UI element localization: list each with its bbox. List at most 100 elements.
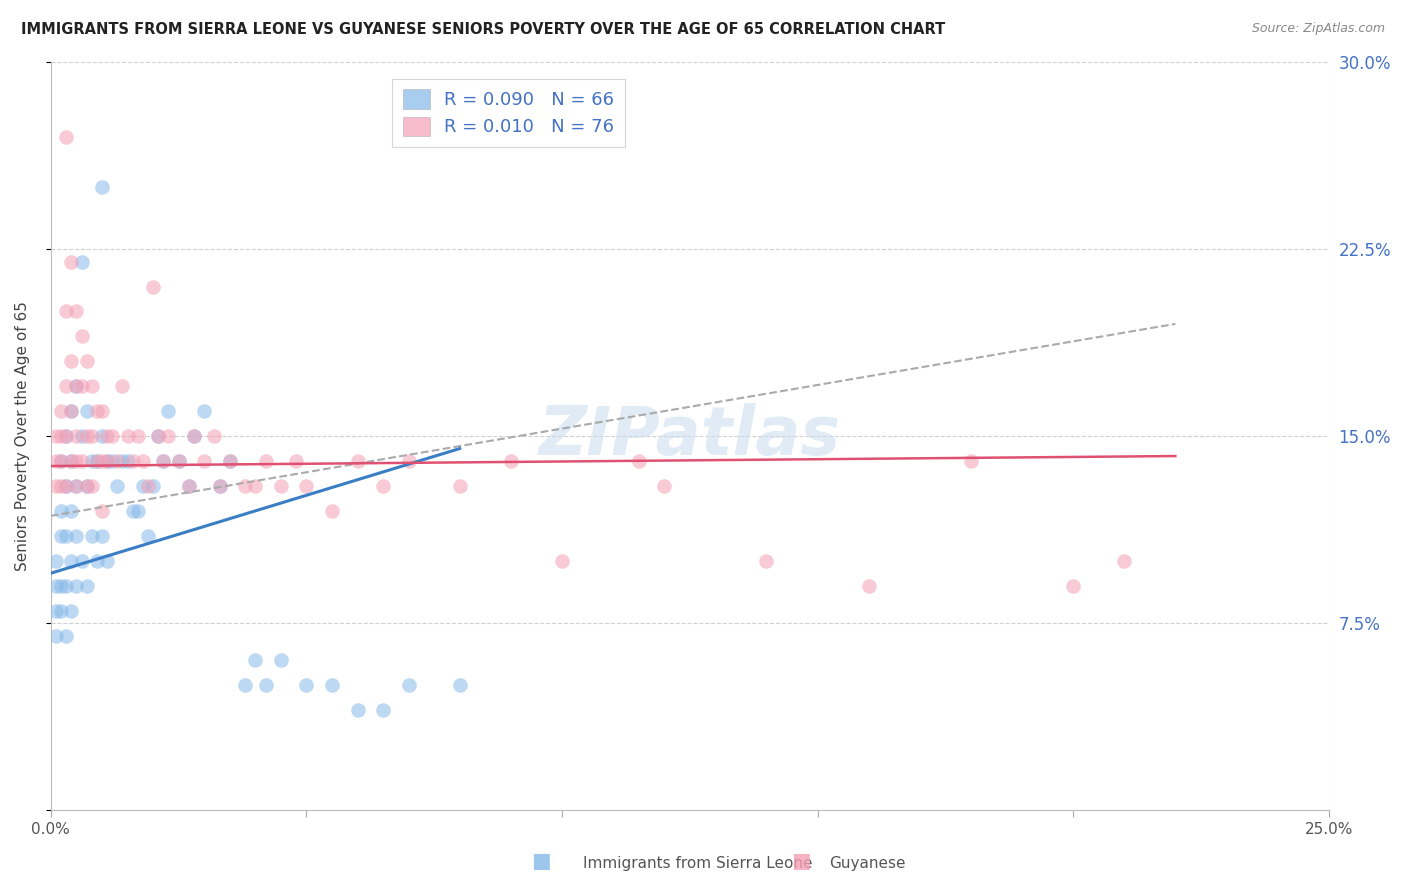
Point <box>60 554 83 568</box>
Point <box>55 628 77 642</box>
Point <box>245 653 267 667</box>
Point <box>45 479 67 493</box>
Point <box>295 479 318 493</box>
Point <box>49 529 72 543</box>
Point <box>346 703 368 717</box>
Point <box>49 454 72 468</box>
Point <box>65 379 87 393</box>
Point <box>76 579 98 593</box>
Text: IMMIGRANTS FROM SIERRA LEONE VS GUYANESE SENIORS POVERTY OVER THE AGE OF 65 CORR: IMMIGRANTS FROM SIERRA LEONE VS GUYANESE… <box>21 22 945 37</box>
Point <box>117 454 139 468</box>
Point <box>146 429 169 443</box>
Point <box>858 579 880 593</box>
Point <box>193 454 215 468</box>
Point <box>96 429 118 443</box>
Point <box>254 678 277 692</box>
Point <box>91 454 114 468</box>
Point <box>96 554 118 568</box>
Point <box>49 479 72 493</box>
Point <box>218 454 240 468</box>
Point <box>152 454 174 468</box>
Point <box>45 454 67 468</box>
Point <box>80 454 103 468</box>
Point <box>551 554 574 568</box>
Point <box>80 429 103 443</box>
Point <box>65 529 87 543</box>
Point <box>136 479 159 493</box>
Point <box>80 479 103 493</box>
Point <box>449 678 471 692</box>
Point <box>60 254 83 268</box>
Point <box>76 479 98 493</box>
Point <box>49 404 72 418</box>
Point <box>157 429 180 443</box>
Point <box>254 454 277 468</box>
Point <box>86 404 108 418</box>
Point <box>101 454 124 468</box>
Point <box>321 678 343 692</box>
Point <box>60 404 83 418</box>
Point <box>183 429 205 443</box>
Point <box>65 479 87 493</box>
Point <box>65 454 87 468</box>
Point <box>45 604 67 618</box>
Point <box>167 454 190 468</box>
Point <box>70 554 93 568</box>
Point <box>76 429 98 443</box>
Point <box>70 454 93 468</box>
Point <box>295 678 318 692</box>
Point <box>49 429 72 443</box>
Point <box>91 504 114 518</box>
Text: Immigrants from Sierra Leone: Immigrants from Sierra Leone <box>583 856 813 871</box>
Point <box>91 179 114 194</box>
Point <box>70 329 93 343</box>
Point <box>183 429 205 443</box>
Point <box>960 454 983 468</box>
Point <box>55 379 77 393</box>
Point <box>45 429 67 443</box>
Point <box>76 354 98 368</box>
Point <box>177 479 200 493</box>
Point <box>49 504 72 518</box>
Y-axis label: Seniors Poverty Over the Age of 65: Seniors Poverty Over the Age of 65 <box>15 301 30 571</box>
Point <box>111 454 134 468</box>
Point <box>80 379 103 393</box>
Point <box>499 454 522 468</box>
Point <box>233 479 256 493</box>
Point <box>65 479 87 493</box>
Point <box>152 454 174 468</box>
Point <box>76 479 98 493</box>
Point <box>91 429 114 443</box>
Point <box>55 479 77 493</box>
Point <box>60 454 83 468</box>
Point <box>86 554 108 568</box>
Point <box>45 579 67 593</box>
Point <box>80 529 103 543</box>
Point <box>65 429 87 443</box>
Text: ZIPatlas: ZIPatlas <box>538 403 841 469</box>
Point <box>146 429 169 443</box>
Point <box>371 703 394 717</box>
Point <box>49 454 72 468</box>
Point <box>60 404 83 418</box>
Point <box>127 504 149 518</box>
Text: ■: ■ <box>792 852 811 871</box>
Point <box>70 379 93 393</box>
Point <box>245 479 267 493</box>
Point <box>65 579 87 593</box>
Point <box>121 504 143 518</box>
Text: ■: ■ <box>531 852 551 871</box>
Point <box>218 454 240 468</box>
Point <box>70 254 93 268</box>
Point <box>157 404 180 418</box>
Point <box>202 429 225 443</box>
Point <box>55 130 77 145</box>
Point <box>55 579 77 593</box>
Point <box>76 404 98 418</box>
Point <box>142 479 165 493</box>
Point <box>1114 554 1136 568</box>
Point <box>96 454 118 468</box>
Text: Guyanese: Guyanese <box>830 856 905 871</box>
Point <box>346 454 368 468</box>
Point <box>208 479 231 493</box>
